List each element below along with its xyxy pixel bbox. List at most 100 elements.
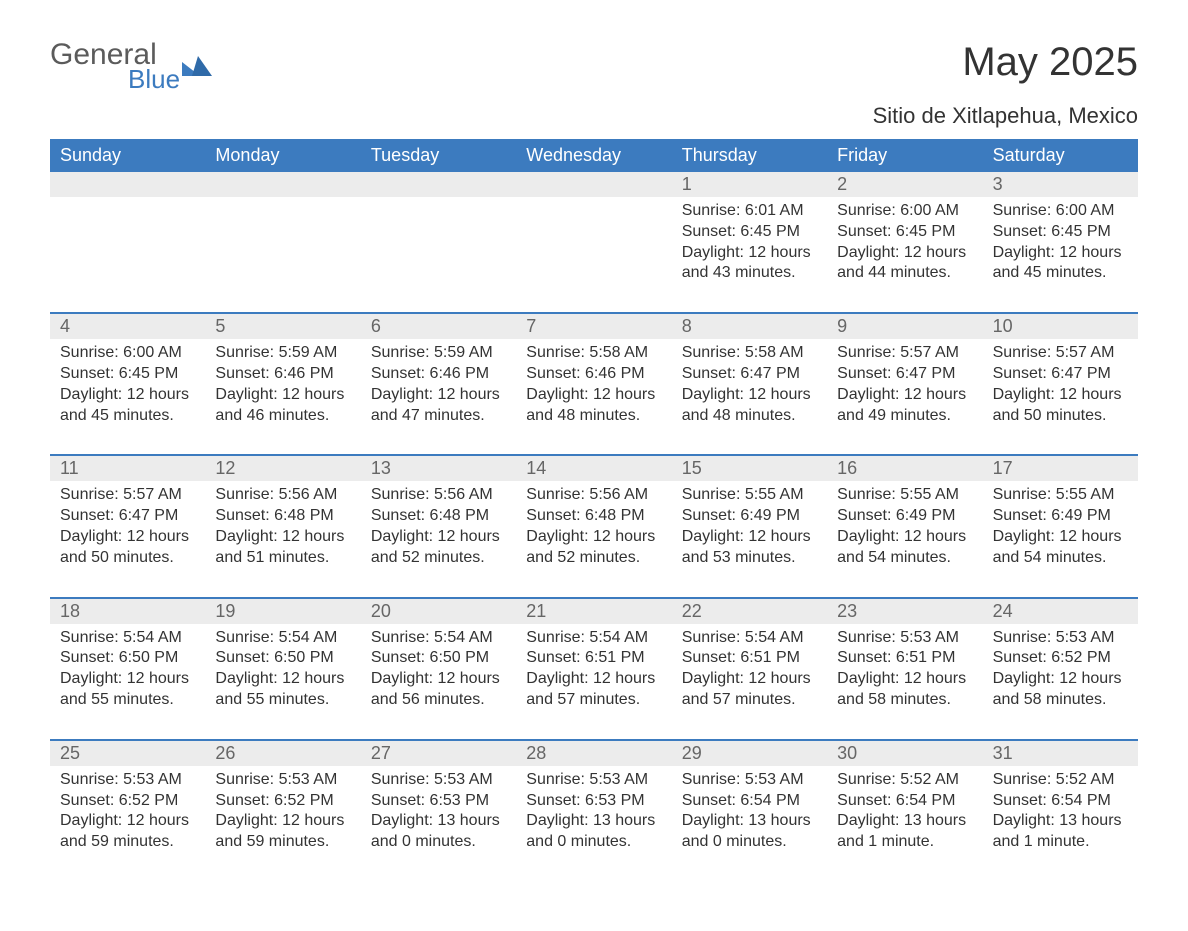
day-sunrise: Sunrise: 5:59 AM [215,343,350,364]
day-sunset: Sunset: 6:53 PM [371,791,506,812]
day-daylight2: and 46 minutes. [215,406,350,427]
day-sunrise: Sunrise: 5:58 AM [682,343,817,364]
day-sunrise: Sunrise: 5:56 AM [371,485,506,506]
day-daylight2: and 48 minutes. [526,406,661,427]
day-cell: Sunrise: 5:53 AMSunset: 6:52 PMDaylight:… [50,766,205,881]
day-sunrise: Sunrise: 5:55 AM [993,485,1128,506]
day-number: 10 [983,314,1138,339]
day-sunset: Sunset: 6:48 PM [371,506,506,527]
day-daylight1: Daylight: 13 hours [526,811,661,832]
day-daylight1: Daylight: 12 hours [682,243,817,264]
day-number: 3 [983,172,1138,197]
day-cell: Sunrise: 5:54 AMSunset: 6:50 PMDaylight:… [205,624,360,739]
day-sunset: Sunset: 6:54 PM [837,791,972,812]
day-sunrise: Sunrise: 5:53 AM [682,770,817,791]
day-cell: Sunrise: 5:53 AMSunset: 6:51 PMDaylight:… [827,624,982,739]
day-number: 13 [361,456,516,481]
day-daylight2: and 51 minutes. [215,548,350,569]
day-cell: Sunrise: 5:54 AMSunset: 6:50 PMDaylight:… [361,624,516,739]
day-sunset: Sunset: 6:49 PM [837,506,972,527]
day-number: 12 [205,456,360,481]
day-cell: Sunrise: 5:55 AMSunset: 6:49 PMDaylight:… [983,481,1138,596]
day-sunrise: Sunrise: 5:53 AM [371,770,506,791]
day-daylight1: Daylight: 12 hours [837,669,972,690]
day-daylight2: and 55 minutes. [60,690,195,711]
day-daylight1: Daylight: 13 hours [682,811,817,832]
day-daylight2: and 58 minutes. [993,690,1128,711]
day-daylight1: Daylight: 12 hours [526,385,661,406]
day-cell [50,197,205,312]
brand-logo: General Blue [50,40,216,92]
day-sunrise: Sunrise: 5:54 AM [371,628,506,649]
calendar-week: 25262728293031Sunrise: 5:53 AMSunset: 6:… [50,739,1138,881]
day-cell: Sunrise: 5:57 AMSunset: 6:47 PMDaylight:… [827,339,982,454]
day-cell: Sunrise: 5:57 AMSunset: 6:47 PMDaylight:… [983,339,1138,454]
day-daylight1: Daylight: 12 hours [993,243,1128,264]
day-number: 1 [672,172,827,197]
day-sunrise: Sunrise: 6:00 AM [993,201,1128,222]
day-sunset: Sunset: 6:50 PM [60,648,195,669]
day-sunrise: Sunrise: 6:00 AM [837,201,972,222]
day-number [516,172,671,197]
day-daylight1: Daylight: 12 hours [60,811,195,832]
day-cell: Sunrise: 5:56 AMSunset: 6:48 PMDaylight:… [205,481,360,596]
day-cell: Sunrise: 6:00 AMSunset: 6:45 PMDaylight:… [983,197,1138,312]
day-daylight2: and 57 minutes. [526,690,661,711]
day-cell: Sunrise: 5:57 AMSunset: 6:47 PMDaylight:… [50,481,205,596]
day-cell: Sunrise: 5:54 AMSunset: 6:51 PMDaylight:… [516,624,671,739]
day-number [361,172,516,197]
day-daylight2: and 54 minutes. [837,548,972,569]
day-sunrise: Sunrise: 5:54 AM [682,628,817,649]
day-sunrise: Sunrise: 5:54 AM [215,628,350,649]
day-sunrise: Sunrise: 5:53 AM [837,628,972,649]
day-number: 9 [827,314,982,339]
calendar-week: 45678910Sunrise: 6:00 AMSunset: 6:45 PMD… [50,312,1138,454]
day-cell: Sunrise: 5:54 AMSunset: 6:51 PMDaylight:… [672,624,827,739]
day-cell: Sunrise: 5:53 AMSunset: 6:53 PMDaylight:… [516,766,671,881]
day-daylight2: and 50 minutes. [60,548,195,569]
day-daylight1: Daylight: 13 hours [993,811,1128,832]
day-daylight2: and 50 minutes. [993,406,1128,427]
day-daylight1: Daylight: 12 hours [60,385,195,406]
daynum-row: 45678910 [50,314,1138,339]
day-cell: Sunrise: 5:53 AMSunset: 6:52 PMDaylight:… [205,766,360,881]
day-sunset: Sunset: 6:45 PM [60,364,195,385]
day-sunset: Sunset: 6:49 PM [682,506,817,527]
day-daylight2: and 0 minutes. [682,832,817,853]
day-sunrise: Sunrise: 5:54 AM [60,628,195,649]
day-number: 4 [50,314,205,339]
day-daylight2: and 49 minutes. [837,406,972,427]
day-sunset: Sunset: 6:48 PM [215,506,350,527]
brand-mark-icon [182,52,216,80]
day-number: 23 [827,599,982,624]
day-sunrise: Sunrise: 5:56 AM [215,485,350,506]
day-sunset: Sunset: 6:53 PM [526,791,661,812]
day-number: 11 [50,456,205,481]
weekday-header: Wednesday [516,139,671,172]
day-number: 14 [516,456,671,481]
day-daylight1: Daylight: 12 hours [215,669,350,690]
daynum-row: 11121314151617 [50,456,1138,481]
calendar: Sunday Monday Tuesday Wednesday Thursday… [50,139,1138,881]
day-daylight1: Daylight: 12 hours [215,385,350,406]
day-sunset: Sunset: 6:52 PM [215,791,350,812]
day-number: 25 [50,741,205,766]
day-sunset: Sunset: 6:47 PM [993,364,1128,385]
day-sunrise: Sunrise: 5:55 AM [682,485,817,506]
day-number: 28 [516,741,671,766]
day-cell: Sunrise: 5:53 AMSunset: 6:54 PMDaylight:… [672,766,827,881]
weekday-header: Sunday [50,139,205,172]
daycontent-row: Sunrise: 6:01 AMSunset: 6:45 PMDaylight:… [50,197,1138,312]
day-cell [205,197,360,312]
day-daylight2: and 43 minutes. [682,263,817,284]
day-daylight1: Daylight: 12 hours [682,385,817,406]
day-daylight2: and 52 minutes. [526,548,661,569]
day-number: 2 [827,172,982,197]
day-sunset: Sunset: 6:49 PM [993,506,1128,527]
day-number: 21 [516,599,671,624]
day-daylight1: Daylight: 12 hours [837,243,972,264]
day-sunrise: Sunrise: 6:01 AM [682,201,817,222]
day-daylight1: Daylight: 12 hours [60,527,195,548]
day-cell: Sunrise: 6:00 AMSunset: 6:45 PMDaylight:… [827,197,982,312]
day-daylight2: and 45 minutes. [60,406,195,427]
